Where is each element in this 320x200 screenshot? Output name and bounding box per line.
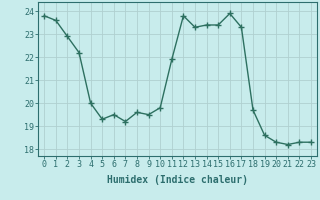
X-axis label: Humidex (Indice chaleur): Humidex (Indice chaleur)	[107, 175, 248, 185]
